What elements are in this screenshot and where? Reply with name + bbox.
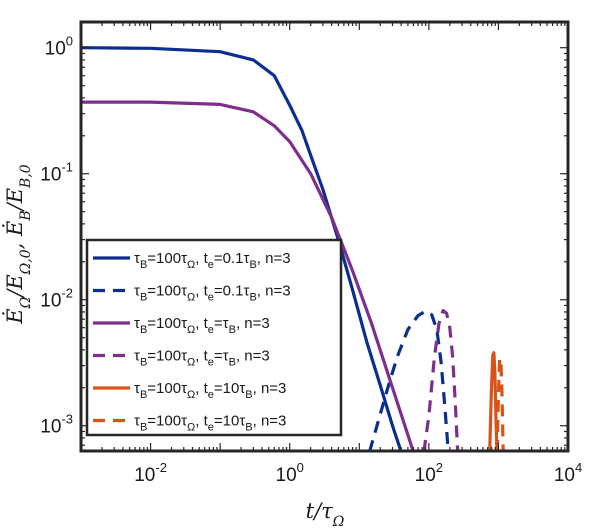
legend-label-2: τB=100τΩ, te=0.1τB, n=3 xyxy=(134,283,291,304)
y-tick-label: 10-1 xyxy=(40,160,73,186)
x-tick-label: 104 xyxy=(554,460,582,486)
series-line-4 xyxy=(422,309,460,451)
y-axis-label: ĖΩ/EΩ,0, ĖB/EB,0 xyxy=(3,164,34,324)
series-line-2 xyxy=(368,309,450,451)
tick-layer: 10-2 100 102 104 10-3 10-2 10-1 100 xyxy=(40,22,582,486)
legend-label-4: τB=100τΩ, te=τB, n=3 xyxy=(134,348,270,369)
series-line-6 xyxy=(495,357,505,451)
series-line-1 xyxy=(81,46,403,451)
series-layer xyxy=(81,46,505,451)
x-axis-label: t/τΩ xyxy=(306,499,345,529)
plot-frame xyxy=(79,20,570,453)
series-line-3 xyxy=(81,100,415,451)
legend-label-5: τB=100τΩ, te=10τB, n=3 xyxy=(134,380,286,401)
x-tick-label: 100 xyxy=(276,460,304,486)
x-tick-label: 10-2 xyxy=(134,460,167,486)
y-tick-label: 10-2 xyxy=(40,286,73,312)
legend-box xyxy=(85,238,343,437)
x-tick-label: 102 xyxy=(415,460,443,486)
y-tick-label: 100 xyxy=(45,34,73,60)
y-tick-label: 10-3 xyxy=(40,412,73,438)
legend: τB=100τΩ, te=0.1τB, n=3 τB=100τΩ, te=0.1τ… xyxy=(85,238,343,437)
legend-label-1: τB=100τΩ, te=0.1τB, n=3 xyxy=(134,250,291,271)
legend-label-3: τB=100τΩ, te=τB, n=3 xyxy=(134,315,270,336)
series-line-5 xyxy=(488,351,499,451)
legend-label-6: τB=100τΩ, te=10τB, n=3 xyxy=(134,413,286,434)
